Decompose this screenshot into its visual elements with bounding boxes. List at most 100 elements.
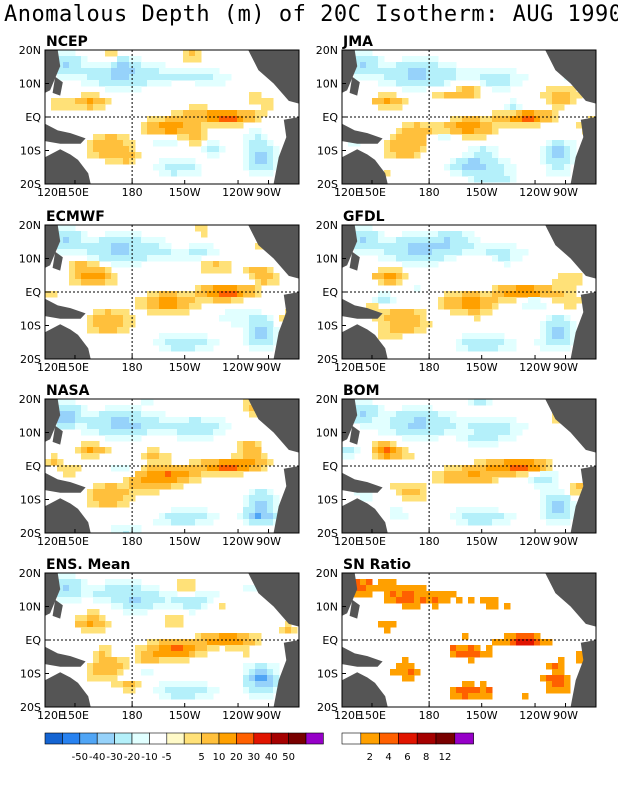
lon-tick-label: 150W [466,361,498,374]
lat-tick-label: EQ [25,111,41,124]
lat-tick-label: 10S [20,320,41,333]
lon-tick-label: 90W [256,361,281,374]
lat-tick-label: 20S [317,701,338,714]
land-mass [545,50,596,104]
lon-tick-label: 150E [358,186,386,199]
land-mass [248,50,299,104]
lat-tick-label: 20S [20,353,41,366]
lon-tick-label: 90W [553,361,578,374]
colorbar-swatch [416,732,437,745]
lat-tick-label: EQ [322,460,338,473]
colorbar-label: 50 [282,752,295,763]
lon-tick-label: 150W [466,186,498,199]
lat-tick-label: 10N [316,427,338,440]
colorbar-label: -10 [141,752,157,763]
panel-label: NASA [46,383,90,399]
lat-tick-label: 20N [19,393,41,406]
colorbar-swatch [114,732,133,745]
land-mass [342,123,383,144]
lon-tick-label: 180 [419,186,440,199]
colorbar-label: 10 [213,752,226,763]
colorbar-label: 12 [439,752,452,763]
lat-tick-label: 20N [19,219,41,232]
field-shading [45,399,280,533]
colorbar-swatch [360,732,380,745]
colorbar-label: -5 [162,752,172,763]
land-mass [349,76,360,96]
land-mass [349,251,360,271]
land-mass [342,399,358,442]
colorbar-swatch [79,732,98,745]
lat-tick-label: 10S [317,145,338,158]
land-mass [248,399,299,453]
lon-tick-label: 90W [553,535,578,548]
panel-label: NCEP [46,34,88,50]
lon-tick-label: 150E [358,361,386,374]
lon-tick-label: 180 [419,535,440,548]
lon-tick-label: 120E [334,361,362,374]
lon-tick-label: 150E [358,709,386,722]
colorbar-swatch [218,732,237,745]
land-mass [570,117,596,184]
land-mass [45,123,86,144]
colorbar-swatch [341,732,362,745]
lon-tick-label: 120W [519,361,551,374]
land-mass [248,573,299,627]
land-mass [45,399,61,442]
land-mass [273,292,299,359]
lat-tick-label: 10S [20,145,41,158]
lon-tick-label: 180 [122,361,143,374]
colorbar-label: 4 [385,752,391,763]
field-shading [51,573,298,700]
colorbar-label: -30 [106,752,122,763]
land-mass [349,425,360,445]
lat-tick-label: EQ [322,286,338,299]
land-mass [52,76,63,96]
colorbar-label: 5 [198,752,204,763]
panel-label: ECMWF [46,209,105,225]
colorbar-label: 30 [247,752,260,763]
colorbar-swatch [149,732,168,745]
land-mass [45,573,61,616]
lon-tick-label: 150W [466,535,498,548]
lat-tick-label: EQ [25,460,41,473]
lat-tick-label: EQ [25,286,41,299]
lon-tick-label: 150E [61,361,89,374]
land-mass [342,472,383,493]
lat-tick-label: 10S [317,668,338,681]
lat-tick-label: EQ [25,634,41,647]
land-mass [570,466,596,533]
land-mass [342,298,383,319]
lon-tick-label: 120W [222,535,254,548]
colorbar-label: -40 [89,752,105,763]
lon-tick-label: 150W [169,535,201,548]
lon-tick-label: 120E [334,535,362,548]
land-mass [45,498,91,533]
lon-tick-label: 120E [37,709,65,722]
lon-tick-label: 120E [37,361,65,374]
lon-tick-label: 120W [222,361,254,374]
lon-tick-label: 90W [256,709,281,722]
lon-tick-label: 120E [334,709,362,722]
colorbar-swatch [96,732,115,745]
land-mass [545,399,596,453]
colorbar-label: 20 [230,752,243,763]
land-mass [52,425,63,445]
lat-tick-label: 20N [19,567,41,580]
lon-tick-label: 150W [169,361,201,374]
colorbar-swatch [62,732,81,745]
lat-tick-label: 20S [20,701,41,714]
lon-tick-label: 90W [256,186,281,199]
lat-tick-label: 20N [316,567,338,580]
field-shading [342,225,583,352]
lon-tick-label: 150E [61,709,89,722]
lat-tick-label: 20S [317,527,338,540]
lat-tick-label: 20S [317,353,338,366]
colorbar-label: 6 [404,752,410,763]
lon-tick-label: 150W [466,709,498,722]
lat-tick-label: 10N [316,78,338,91]
